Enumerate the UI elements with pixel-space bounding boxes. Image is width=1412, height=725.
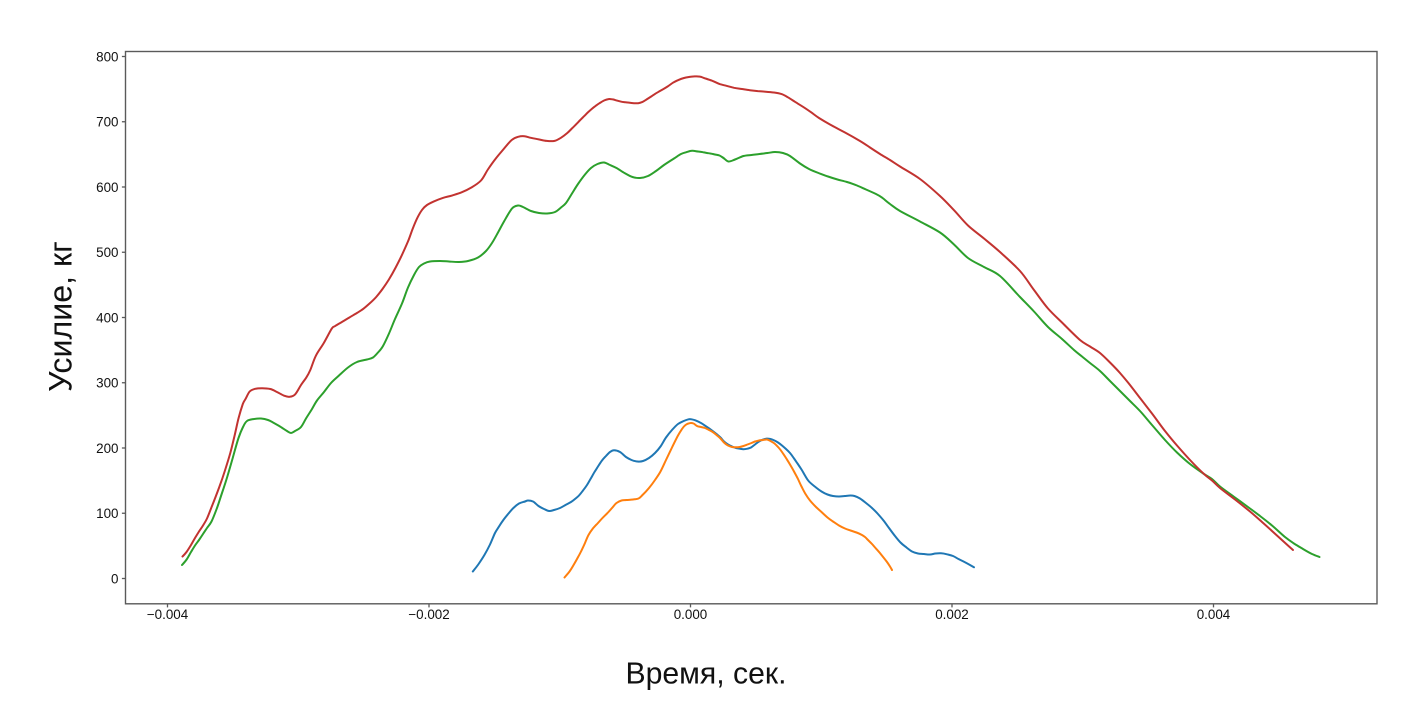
svg-text:600: 600 bbox=[96, 180, 118, 195]
svg-text:−0.004: −0.004 bbox=[147, 607, 189, 622]
svg-text:200: 200 bbox=[96, 441, 118, 456]
svg-text:400: 400 bbox=[96, 310, 118, 325]
svg-text:0.000: 0.000 bbox=[674, 607, 708, 622]
svg-text:300: 300 bbox=[96, 376, 118, 391]
svg-text:500: 500 bbox=[96, 245, 118, 260]
svg-text:0.002: 0.002 bbox=[935, 607, 969, 622]
svg-text:700: 700 bbox=[96, 115, 118, 130]
svg-text:Время, сек.: Время, сек. bbox=[625, 657, 786, 690]
svg-text:−0.002: −0.002 bbox=[408, 607, 449, 622]
svg-text:Усилие, кг: Усилие, кг bbox=[43, 241, 79, 392]
svg-text:800: 800 bbox=[96, 49, 118, 64]
svg-text:0.004: 0.004 bbox=[1197, 607, 1231, 622]
svg-text:100: 100 bbox=[96, 506, 118, 521]
svg-text:0: 0 bbox=[111, 571, 118, 586]
